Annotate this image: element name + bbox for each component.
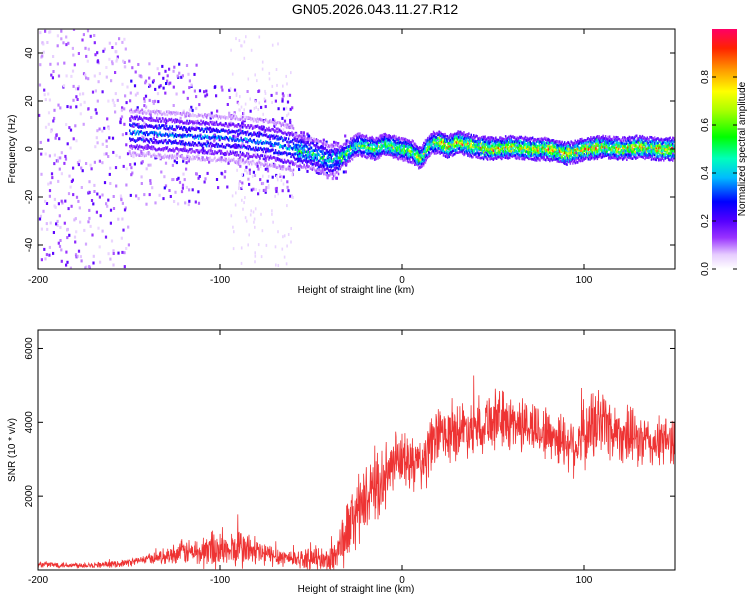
- colorbar-tick-label: 0.2: [700, 214, 711, 228]
- spectrogram-x-axis-label: Height of straight line (km): [298, 285, 415, 296]
- snr-x-tick-label: -100: [210, 575, 230, 586]
- snr-chart: -200 -100 0 100 2000 4000 6000 Height of strai…: [7, 329, 676, 595]
- spectrogram-y-tick-label: -20: [24, 189, 35, 204]
- snr-frame: [37, 329, 676, 571]
- spectrogram-y-tick-label: 0: [24, 146, 35, 152]
- spectrogram-x-tick-label: 100: [576, 275, 593, 286]
- snr-y-tick-label: 4000: [24, 411, 35, 434]
- snr-x-axis-label: Height of straight line (km): [298, 584, 415, 595]
- colorbar-label: Normalized spectral amplitude: [737, 81, 748, 216]
- colorbar: [712, 29, 737, 269]
- spectrogram-y-tick-label: 40: [24, 47, 35, 59]
- snr-series-line: [38, 375, 675, 570]
- snr-x-tick-label: -200: [28, 575, 48, 586]
- colorbar-tick-label: 0.8: [700, 70, 711, 84]
- snr-x-tick-label: 0: [399, 575, 405, 586]
- snr-x-tick-label: 100: [576, 575, 593, 586]
- spectrogram-x-tick-label: 0: [399, 275, 405, 286]
- colorbar-tick-label: 0.4: [700, 166, 711, 180]
- snr-y-tick-label: 2000: [24, 485, 35, 508]
- colorbar-tick-label: 0.0: [700, 262, 711, 276]
- spectrogram-x-tick-label: -100: [210, 275, 230, 286]
- spectrogram-x-tick-label: -200: [28, 275, 48, 286]
- spectrogram-cells: [38, 29, 675, 269]
- colorbar-tick-label: 0.6: [700, 118, 711, 132]
- chart-title: GN05.2026.043.11.27.R12: [291, 1, 459, 17]
- spectrogram-y-axis-label: Frequency (Hz): [7, 115, 18, 184]
- snr-y-axis-label: SNR (10 * v/v): [7, 418, 18, 482]
- spectrogram-y-tick-label: -40: [24, 237, 35, 252]
- snr-y-tick-label: 6000: [24, 337, 35, 360]
- spectrogram-y-tick-label: 20: [24, 95, 35, 107]
